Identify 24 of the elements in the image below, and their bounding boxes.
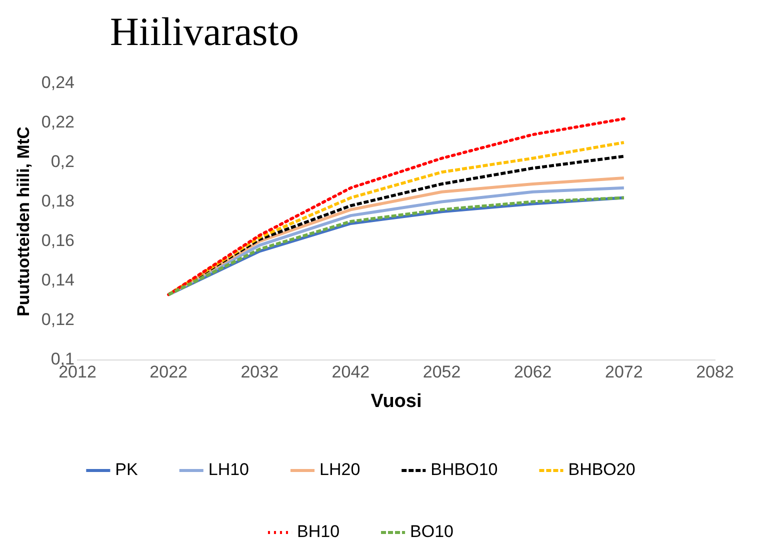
y-tick-label: 0,14 xyxy=(41,270,74,290)
x-tick-label: 2042 xyxy=(332,362,370,382)
y-tick-label: 0,12 xyxy=(41,310,74,329)
chart-title: Hiilivarasto xyxy=(110,8,299,55)
y-tick-label: 0,18 xyxy=(41,191,74,210)
legend-label: LH20 xyxy=(320,460,360,480)
x-tick-label: 2072 xyxy=(605,362,643,382)
x-tick-label: 2032 xyxy=(240,362,279,382)
legend-label: LH10 xyxy=(208,460,249,480)
y-tick-label: 0,2 xyxy=(50,152,74,171)
y-tick-label: 0,22 xyxy=(41,112,74,132)
y-axis-title: Puutuotteiden hiili, MtC xyxy=(14,126,33,316)
x-tick-label: 2022 xyxy=(150,362,188,382)
y-tick-label: 0,16 xyxy=(41,230,74,250)
x-tick-label: 2082 xyxy=(696,362,734,382)
y-tick-label: 0,24 xyxy=(41,72,74,92)
legend-label: BHBO20 xyxy=(568,460,636,480)
legend-label: PK xyxy=(115,460,139,480)
x-axis-title: Vuosi xyxy=(370,390,422,412)
legend-label: BH10 xyxy=(297,522,340,542)
legend-label: BO10 xyxy=(410,522,454,542)
x-tick-label: 2062 xyxy=(514,362,552,382)
x-tick-label: 2052 xyxy=(422,362,461,382)
legend-label: BHBO10 xyxy=(430,460,498,480)
